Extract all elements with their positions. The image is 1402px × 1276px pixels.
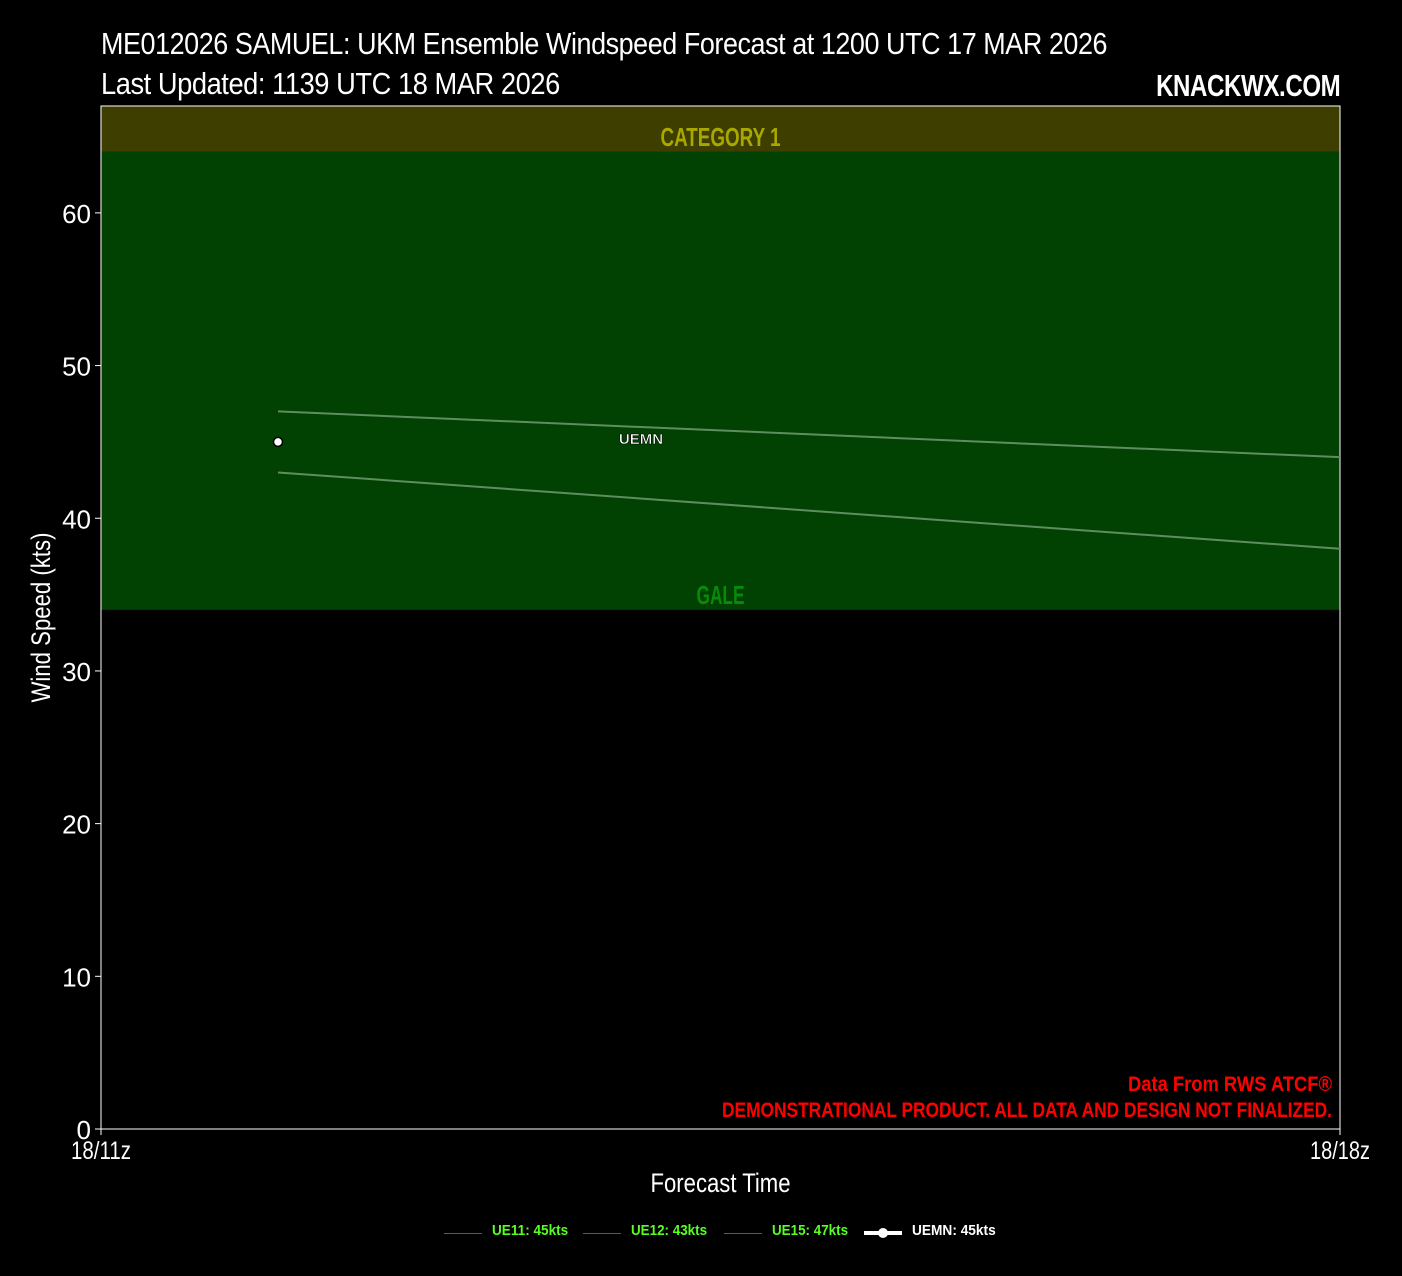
legend-label-uemn: UEMN: 45kts bbox=[912, 1222, 996, 1239]
annotation-label: UEMN bbox=[619, 431, 663, 448]
legend-label-ue12: UE12: 43kts bbox=[631, 1222, 708, 1239]
legend-swatch-ue12 bbox=[583, 1233, 621, 1234]
y-tick-label: 20 bbox=[62, 810, 91, 840]
chart-subtitle: Last Updated: 1139 UTC 18 MAR 2026 bbox=[101, 66, 560, 101]
band-category-1 bbox=[101, 106, 1340, 152]
legend-label-ue11: UE11: 45kts bbox=[492, 1222, 569, 1239]
legend-swatch-ue15 bbox=[724, 1233, 762, 1234]
legend-label-ue15: UE15: 47kts bbox=[772, 1222, 849, 1239]
y-tick-label: 60 bbox=[62, 199, 91, 229]
y-tick-label: 50 bbox=[62, 352, 91, 382]
plot-border bbox=[100, 105, 1341, 1130]
legend: UE11: 45kts UE12: 43kts UE15: 47kts UEMN: 4… bbox=[0, 1218, 1402, 1248]
x-axis-label: Forecast Time bbox=[651, 1168, 791, 1198]
source-note: Data From RWS ATCF® bbox=[1128, 1073, 1332, 1096]
y-tick-label: 40 bbox=[62, 504, 91, 534]
x-tick-label: 18/18z bbox=[1310, 1137, 1370, 1165]
y-tick-label: 0 bbox=[77, 1115, 91, 1145]
y-tick-label: 30 bbox=[62, 657, 91, 687]
band-label: CATEGORY 1 bbox=[661, 122, 781, 152]
x-tick-label: 18/11z bbox=[71, 1137, 131, 1165]
disclaimer-note: DEMONSTRATIONAL PRODUCT. ALL DATA AND DE… bbox=[722, 1099, 1332, 1122]
band-label: GALE bbox=[697, 580, 745, 610]
legend-swatch-ue11 bbox=[444, 1233, 482, 1234]
y-tick-label: 10 bbox=[62, 962, 91, 992]
brand-label: KNACKWX.COM bbox=[1155, 68, 1341, 103]
series-point-uemn bbox=[272, 436, 284, 448]
chart-title: ME012026 SAMUEL: UKM Ensemble Windspeed … bbox=[101, 26, 1108, 61]
band-gale bbox=[101, 151, 1340, 610]
series-line-ue12 bbox=[277, 471, 1341, 550]
series-line-ue15 bbox=[277, 410, 1341, 459]
legend-marker-icon bbox=[878, 1228, 888, 1238]
y-axis-label: Wind Speed (kts) bbox=[26, 533, 56, 703]
legend-swatch-uemn bbox=[864, 1228, 902, 1238]
